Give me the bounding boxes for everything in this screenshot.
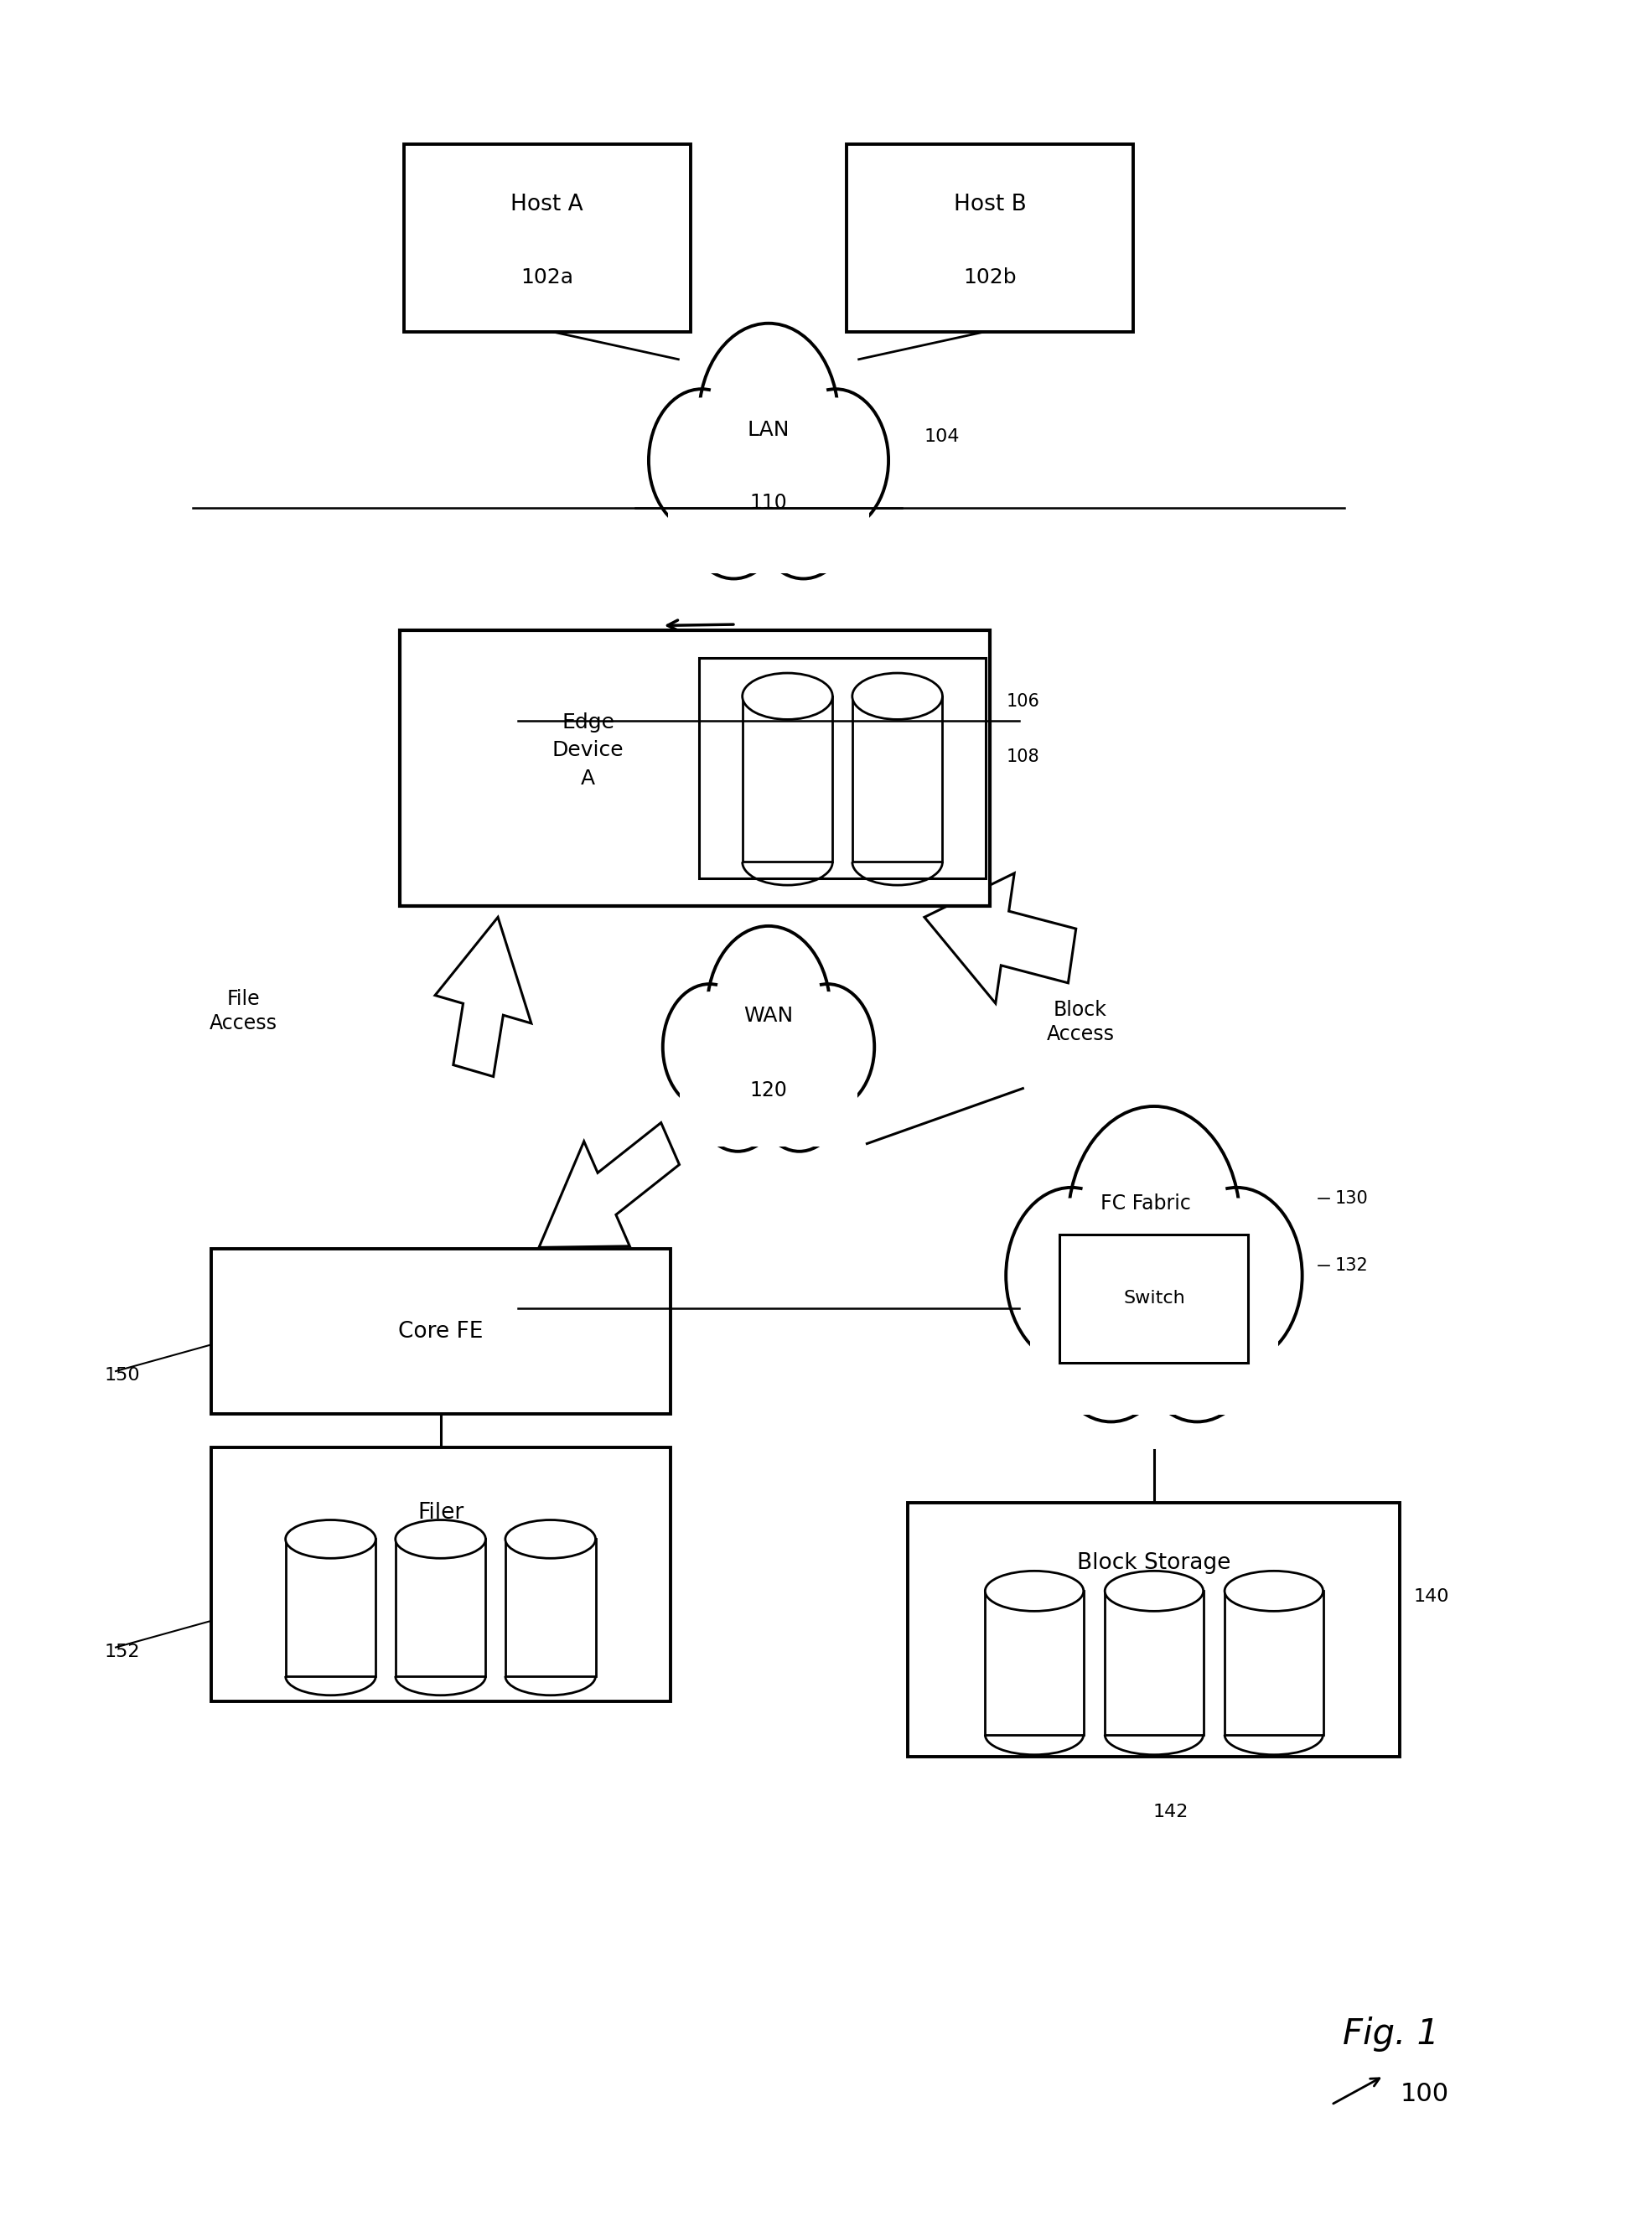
Ellipse shape [395,1519,486,1559]
Text: 130: 130 [1335,1190,1368,1208]
FancyBboxPatch shape [681,1084,857,1146]
Text: Host A: Host A [510,193,583,215]
Text: 102b: 102b [963,267,1016,289]
Ellipse shape [286,1519,375,1559]
FancyBboxPatch shape [286,1539,375,1677]
FancyBboxPatch shape [211,1448,671,1701]
Text: Block
Access: Block Access [1046,999,1113,1044]
FancyBboxPatch shape [1031,1326,1279,1415]
Ellipse shape [753,444,854,580]
Ellipse shape [760,451,847,571]
Ellipse shape [985,1570,1084,1610]
Ellipse shape [1105,1570,1203,1610]
Text: File
Access: File Access [210,988,278,1033]
Polygon shape [434,917,532,1077]
Text: 152: 152 [104,1644,140,1659]
Ellipse shape [707,926,829,1093]
Text: 100: 100 [1401,2081,1449,2106]
Text: 106: 106 [1006,693,1039,711]
Ellipse shape [1049,1255,1173,1421]
Ellipse shape [1067,1106,1241,1339]
FancyBboxPatch shape [1059,1235,1249,1361]
Text: 150: 150 [104,1368,140,1384]
Ellipse shape [781,984,874,1110]
Ellipse shape [699,324,838,511]
Ellipse shape [689,451,778,571]
FancyBboxPatch shape [506,1539,595,1677]
Ellipse shape [755,1033,844,1150]
Polygon shape [539,1122,679,1248]
Text: 142: 142 [1153,1803,1188,1821]
Text: Block Storage: Block Storage [1077,1552,1231,1575]
FancyBboxPatch shape [985,1590,1084,1735]
Text: 104: 104 [925,429,960,444]
Text: WAN: WAN [743,1006,793,1026]
Ellipse shape [852,673,942,720]
Text: 132: 132 [1335,1257,1368,1273]
Text: 120: 120 [750,1082,788,1102]
Ellipse shape [1135,1255,1259,1421]
Text: 102a: 102a [520,267,573,289]
Text: Core FE: Core FE [398,1321,482,1341]
FancyBboxPatch shape [909,1504,1401,1757]
FancyBboxPatch shape [846,144,1133,331]
Ellipse shape [649,389,755,531]
Ellipse shape [662,984,757,1110]
Text: Switch: Switch [1123,1290,1184,1306]
FancyBboxPatch shape [211,1248,671,1415]
Ellipse shape [714,935,823,1082]
Ellipse shape [760,1039,838,1144]
FancyBboxPatch shape [403,144,691,331]
Polygon shape [925,873,1075,1004]
Ellipse shape [684,444,785,580]
Ellipse shape [1224,1570,1323,1610]
Text: Filer: Filer [418,1501,464,1524]
Text: 108: 108 [1006,748,1039,766]
Ellipse shape [1056,1264,1166,1413]
Ellipse shape [1006,1188,1137,1364]
FancyBboxPatch shape [1105,1590,1203,1735]
Text: 110: 110 [750,493,788,513]
FancyBboxPatch shape [667,502,869,573]
FancyBboxPatch shape [1224,1590,1323,1735]
Ellipse shape [699,1039,776,1144]
Ellipse shape [786,991,869,1102]
Ellipse shape [1180,1197,1295,1353]
Ellipse shape [1143,1264,1252,1413]
FancyBboxPatch shape [400,631,990,906]
Text: FC Fabric: FC Fabric [1100,1193,1191,1213]
Ellipse shape [1171,1188,1302,1364]
Text: Fig. 1: Fig. 1 [1343,2017,1439,2052]
Ellipse shape [669,991,750,1102]
FancyBboxPatch shape [852,695,942,862]
Ellipse shape [1079,1119,1229,1324]
Ellipse shape [656,398,748,524]
Text: LAN: LAN [747,420,790,440]
Ellipse shape [707,335,829,500]
Ellipse shape [694,1033,781,1150]
Ellipse shape [506,1519,595,1559]
FancyBboxPatch shape [395,1539,486,1677]
Text: Host B: Host B [953,193,1026,215]
Ellipse shape [1014,1197,1128,1353]
Text: 140: 140 [1412,1588,1449,1606]
FancyBboxPatch shape [699,657,986,880]
FancyBboxPatch shape [742,695,833,862]
Ellipse shape [783,389,889,531]
Ellipse shape [790,398,882,524]
Text: Edge
Device
A: Edge Device A [552,713,624,788]
Ellipse shape [742,673,833,720]
